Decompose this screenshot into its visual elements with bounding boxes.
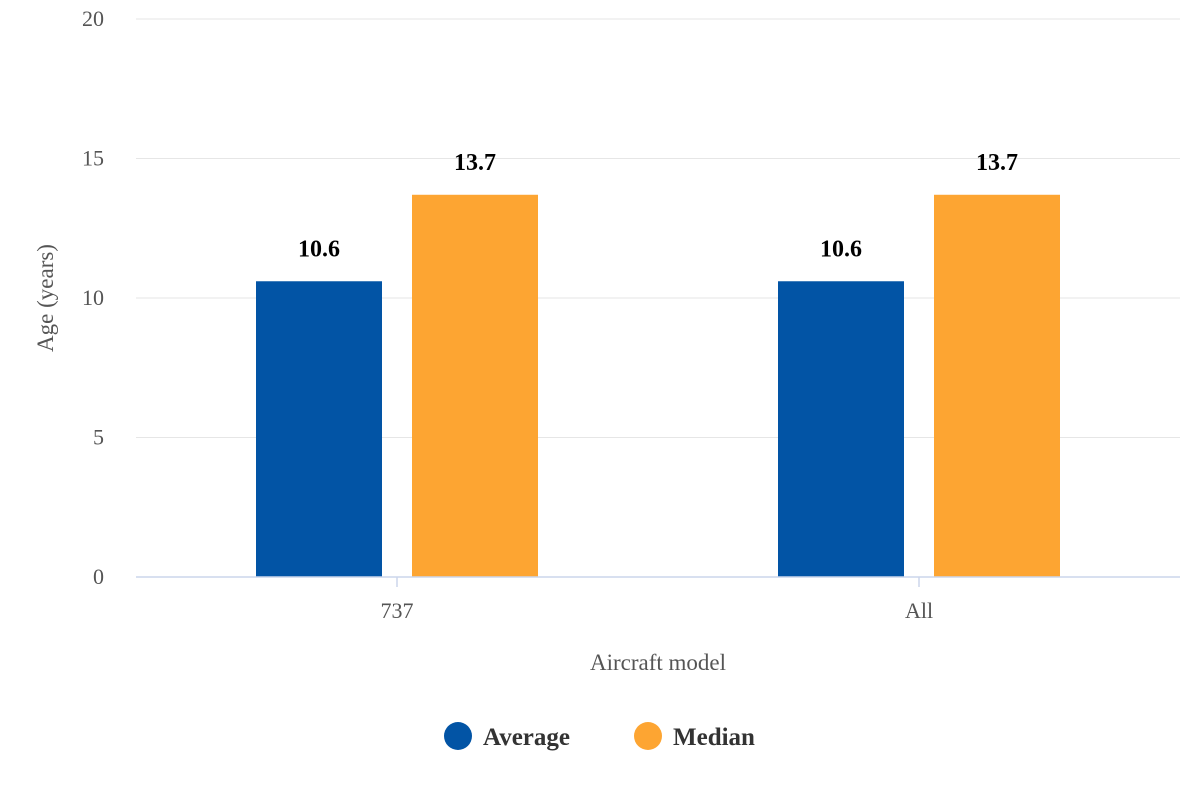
legend-item-median[interactable]: Median — [634, 722, 755, 751]
y-tick-label: 10 — [82, 285, 104, 310]
bar-average-737[interactable] — [256, 281, 382, 577]
legend-item-average[interactable]: Average — [444, 722, 570, 751]
legend-swatch — [634, 722, 662, 750]
x-tick-label: 737 — [381, 598, 414, 623]
legend-label: Median — [673, 724, 755, 751]
y-axis-ticks: 0 5 10 15 20 — [82, 6, 104, 589]
bar-average-all[interactable] — [778, 281, 904, 577]
y-axis-title: Age (years) — [33, 244, 58, 352]
y-tick-label: 5 — [93, 425, 104, 450]
y-tick-label: 15 — [82, 146, 104, 171]
legend-label: Average — [483, 724, 570, 751]
legend: Average Median — [444, 722, 755, 751]
y-tick-label: 0 — [93, 564, 104, 589]
data-label: 10.6 — [298, 236, 340, 262]
data-labels: 10.6 13.7 10.6 13.7 — [298, 150, 1018, 262]
legend-swatch — [444, 722, 472, 750]
y-tick-label: 20 — [82, 6, 104, 31]
x-tick-label: All — [905, 598, 933, 623]
bar-median-all[interactable] — [934, 194, 1060, 577]
data-label: 13.7 — [976, 150, 1018, 176]
data-label: 10.6 — [820, 236, 862, 262]
data-label: 13.7 — [454, 150, 496, 176]
x-axis: 737 All — [136, 576, 1180, 623]
bars — [256, 194, 1060, 577]
x-axis-title: Aircraft model — [590, 650, 726, 675]
bar-median-737[interactable] — [412, 194, 538, 577]
